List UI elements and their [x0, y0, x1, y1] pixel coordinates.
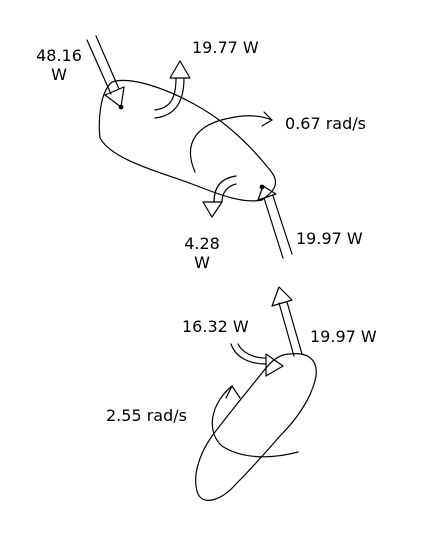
- top-force-in-arrow: [86, 35, 125, 108]
- top-force-right-point: [259, 184, 265, 190]
- top-force-right-arrow: [257, 185, 293, 259]
- top-torque-up-label: 19.77 W: [192, 38, 259, 57]
- top-torque-down-arrow: [202, 175, 237, 218]
- bottom-angular-velocity-label: 2.55 rad/s: [106, 406, 187, 425]
- top-torque-up-arrow: [154, 60, 191, 119]
- top-torque-down-label: 4.28 W: [180, 234, 224, 272]
- bottom-force-arrow: [271, 286, 303, 357]
- top-force-in-label: 48.16 W: [34, 46, 84, 84]
- top-force-in-value: 48.16: [36, 46, 82, 65]
- top-torque-down-value: 4.28: [184, 234, 220, 253]
- top-angular-velocity-arc: [189, 111, 273, 173]
- bottom-torque-arrow: [230, 343, 284, 377]
- bottom-angular-velocity-arc: [211, 385, 299, 458]
- bottom-torque-label: 16.32 W: [182, 317, 249, 336]
- top-angular-velocity-label: 0.67 rad/s: [285, 114, 366, 133]
- bottom-force-label: 19.97 W: [310, 327, 377, 346]
- top-force-right-label: 19.97 W: [296, 229, 363, 248]
- top-body-outline: [98, 79, 277, 202]
- top-force-in-unit: W: [51, 65, 67, 84]
- top-torque-down-unit: W: [194, 253, 210, 272]
- top-force-in-point: [118, 104, 124, 110]
- bottom-body-outline: [195, 353, 317, 501]
